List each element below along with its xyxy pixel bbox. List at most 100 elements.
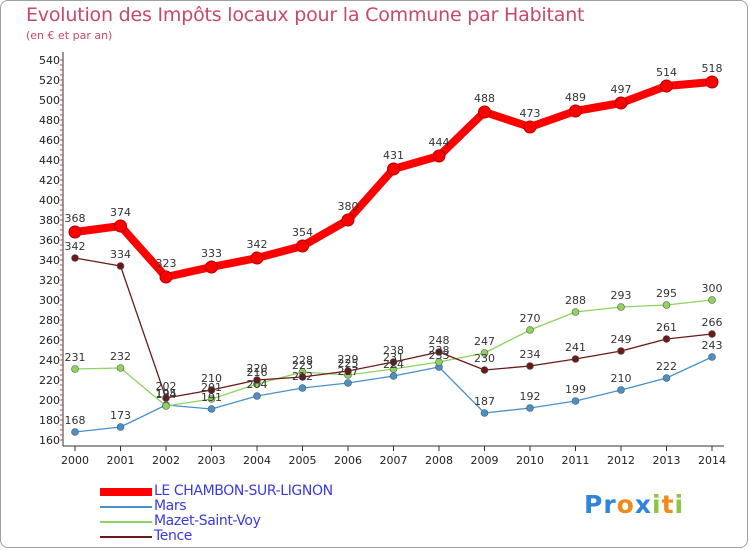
y-tick-label: 360	[39, 234, 60, 247]
data-label-le-chambon-sur-lignon: 333	[201, 247, 222, 260]
data-label-le-chambon-sur-lignon: 342	[247, 238, 268, 251]
data-label-mars: 224	[383, 358, 404, 371]
data-point-mazet-saint-voy	[162, 402, 170, 410]
data-point-mazet-saint-voy	[207, 395, 216, 403]
x-tick-label: 2011	[562, 454, 590, 467]
data-point-le-chambon-sur-lignon	[205, 260, 218, 274]
data-point-mars	[480, 409, 489, 417]
data-point-mars	[344, 379, 352, 387]
y-tick-label: 240	[39, 354, 60, 367]
data-label-mars: 192	[520, 390, 541, 403]
data-label-tence: 210	[201, 372, 222, 385]
y-tick-label: 500	[39, 94, 60, 107]
data-point-tence	[207, 386, 216, 394]
data-label-mazet-saint-voy: 228	[292, 354, 313, 367]
data-label-mazet-saint-voy: 225	[338, 357, 359, 370]
data-point-mars	[71, 428, 79, 436]
y-tick-label: 220	[39, 374, 60, 387]
data-point-tence	[162, 394, 170, 402]
data-label-tence: 261	[656, 321, 677, 334]
data-point-tence	[298, 373, 307, 381]
data-label-mazet-saint-voy: 194	[156, 388, 177, 401]
logo-letter: t	[661, 490, 675, 519]
data-label-mars: 217	[338, 365, 359, 378]
y-tick-label: 280	[39, 314, 60, 327]
y-tick-label: 420	[39, 174, 60, 187]
y-tick-label: 520	[39, 74, 60, 87]
data-label-mazet-saint-voy: 270	[520, 312, 541, 325]
data-point-mazet-saint-voy	[708, 296, 716, 304]
data-point-le-chambon-sur-lignon	[705, 75, 719, 89]
data-point-mazet-saint-voy	[617, 303, 625, 311]
data-point-le-chambon-sur-lignon	[159, 270, 173, 284]
data-label-mars: 222	[656, 360, 677, 373]
data-point-mars	[116, 423, 125, 431]
legend-label: LE CHAMBON-SUR-LIGNON	[154, 483, 333, 499]
y-tick-label: 320	[39, 274, 60, 287]
data-point-tence	[571, 355, 580, 363]
data-label-mazet-saint-voy: 231	[65, 351, 86, 364]
x-tick-label: 2013	[653, 454, 681, 467]
x-tick-label: 2005	[289, 454, 317, 467]
data-label-mars: 195	[156, 387, 177, 400]
data-point-mazet-saint-voy	[480, 349, 489, 357]
data-label-le-chambon-sur-lignon: 518	[702, 62, 723, 75]
data-label-le-chambon-sur-lignon: 488	[474, 92, 495, 105]
x-tick-label: 2008	[425, 454, 453, 467]
line-chart: 160 180 200 220 240 260 280 300 320 340 360 380 400 4…	[39, 52, 726, 467]
data-label-le-chambon-sur-lignon: 514	[656, 66, 677, 79]
legend-swatch	[100, 520, 152, 523]
data-point-tence	[344, 367, 352, 375]
data-point-mazet-saint-voy	[571, 308, 580, 316]
legend-swatch	[100, 487, 152, 496]
data-point-le-chambon-sur-lignon	[523, 120, 537, 134]
data-point-tence	[662, 335, 671, 343]
data-point-le-chambon-sur-lignon	[296, 239, 309, 253]
legend-swatch	[100, 505, 152, 508]
data-label-tence: 202	[156, 380, 177, 393]
x-tick-label: 2001	[107, 454, 135, 467]
legend-label: Tence	[154, 528, 192, 544]
data-label-tence: 334	[110, 248, 131, 261]
y-tick-label: 540	[39, 54, 60, 67]
data-point-le-chambon-sur-lignon	[114, 219, 127, 233]
data-point-mazet-saint-voy	[71, 365, 79, 373]
y-tick-label: 440	[39, 154, 60, 167]
data-label-le-chambon-sur-lignon: 368	[65, 212, 86, 225]
data-label-tence: 223	[292, 359, 313, 372]
data-point-mars	[708, 353, 716, 361]
y-tick-label: 180	[39, 414, 60, 427]
data-point-le-chambon-sur-lignon	[341, 213, 355, 227]
data-label-mazet-saint-voy: 238	[429, 344, 450, 357]
data-label-mazet-saint-voy: 288	[565, 294, 586, 307]
data-point-le-chambon-sur-lignon	[478, 105, 491, 119]
x-tick-label: 2009	[471, 454, 499, 467]
logo-letter: o	[616, 490, 635, 519]
data-label-tence: 230	[474, 352, 495, 365]
x-tick-label: 2004	[243, 454, 271, 467]
data-label-le-chambon-sur-lignon: 323	[156, 257, 177, 270]
logo-letter: x	[634, 490, 652, 519]
data-label-tence: 229	[338, 353, 359, 366]
data-point-tence	[526, 362, 534, 370]
data-point-le-chambon-sur-lignon	[432, 149, 446, 163]
data-point-mars	[298, 384, 307, 392]
data-label-mazet-saint-voy: 216	[247, 366, 268, 379]
data-label-tence: 238	[383, 344, 404, 357]
data-label-mars: 187	[474, 395, 495, 408]
data-label-mars: 173	[110, 409, 131, 422]
x-tick-label: 2000	[61, 454, 89, 467]
data-label-tence: 234	[520, 348, 541, 361]
legend-item: LE CHAMBON-SUR-LIGNON	[100, 484, 420, 499]
x-tick-label: 2012	[607, 454, 635, 467]
chart-title: Evolution des Impôts locaux pour la Comm…	[26, 4, 585, 26]
data-label-mazet-saint-voy: 300	[702, 282, 723, 295]
data-point-le-chambon-sur-lignon	[614, 96, 628, 110]
data-label-mars: 243	[702, 339, 723, 352]
data-label-tence: 342	[65, 240, 86, 253]
x-tick-label: 2003	[198, 454, 226, 467]
x-tick-label: 2014	[698, 454, 726, 467]
legend-item: Mars	[100, 499, 420, 514]
